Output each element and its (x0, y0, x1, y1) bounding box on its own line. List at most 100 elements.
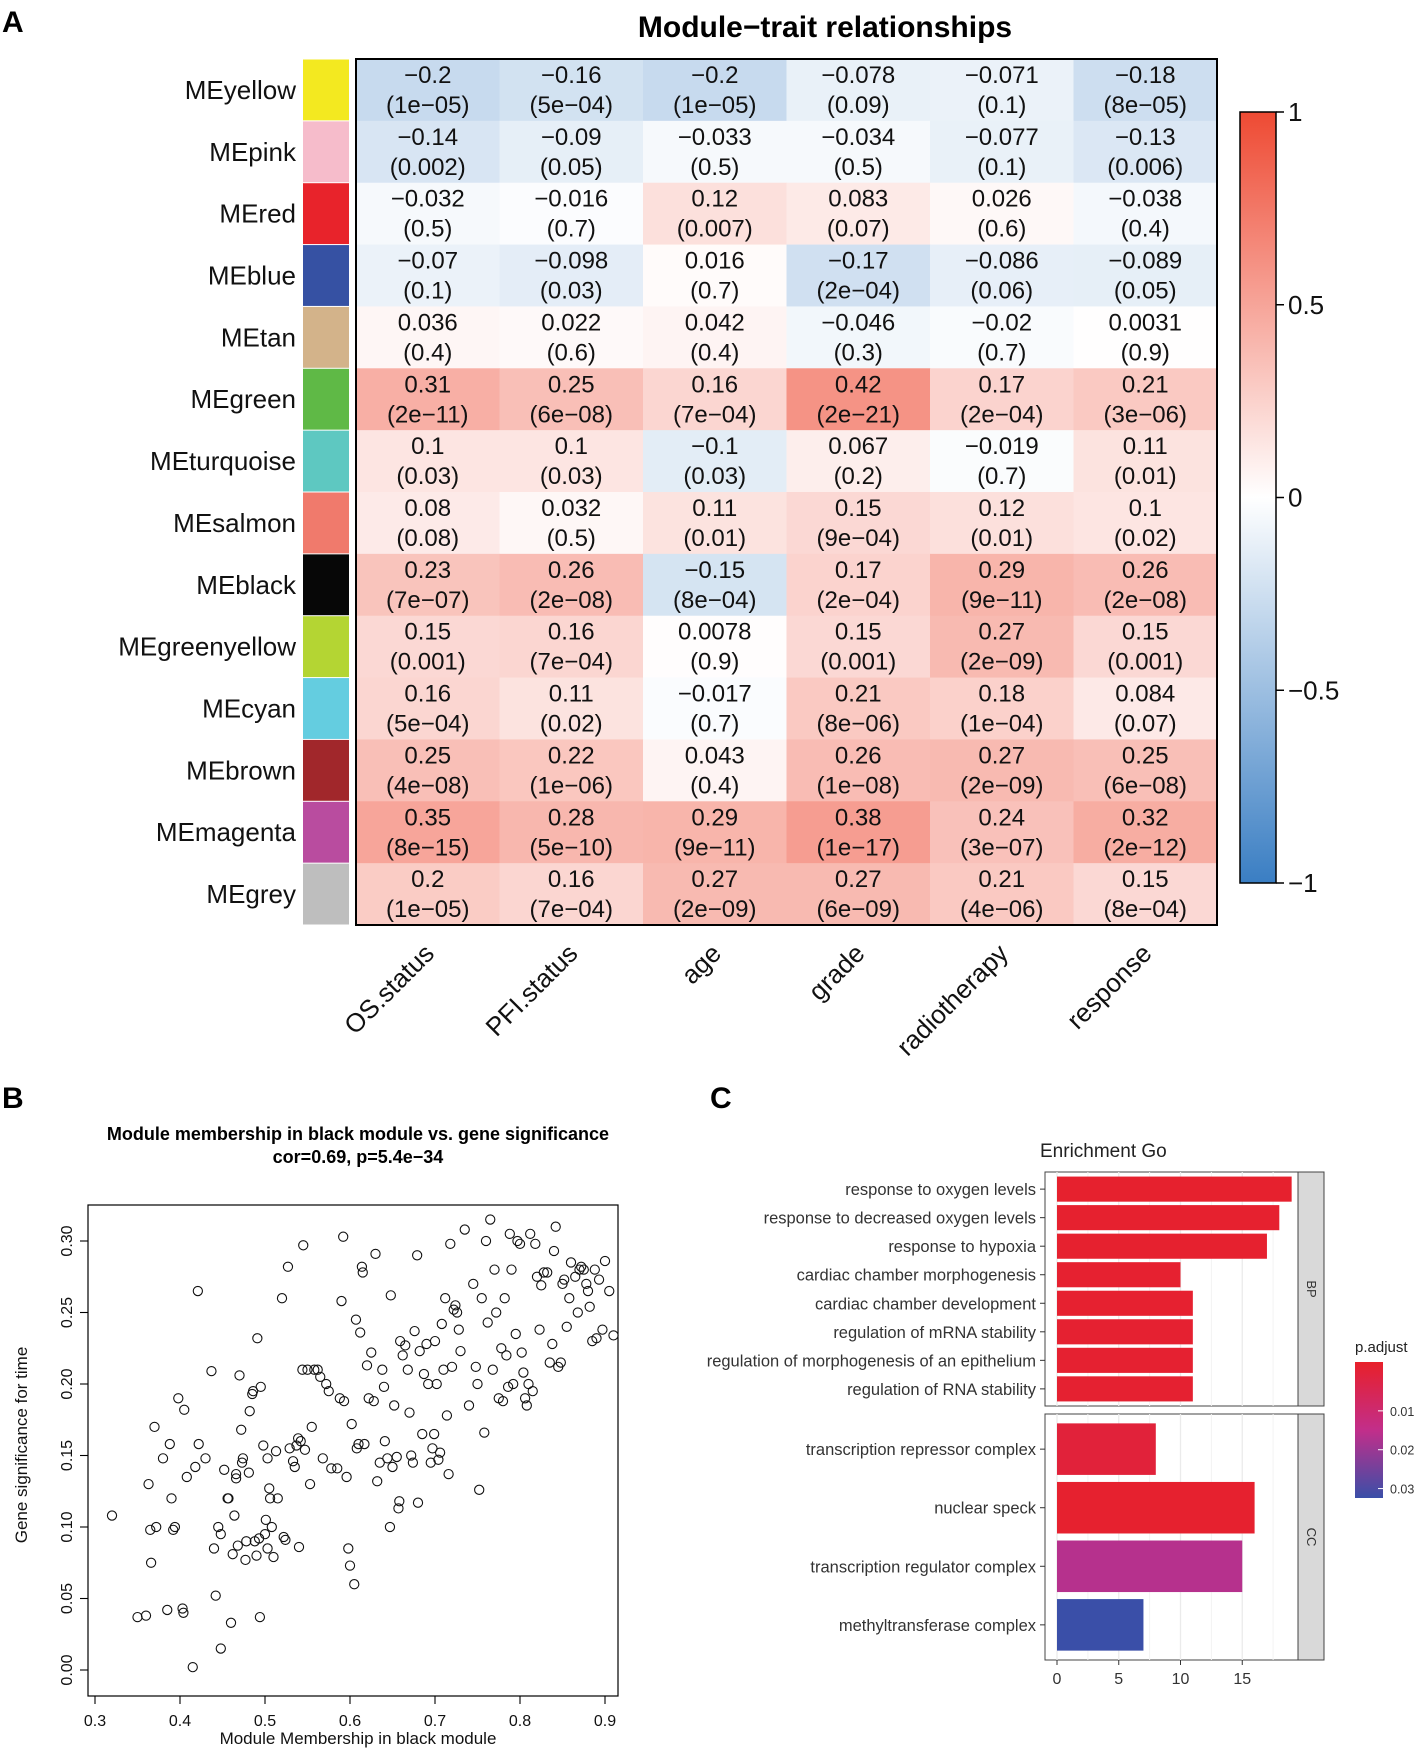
cell-pvalue-label: (0.5) (403, 216, 452, 243)
cell-correlation-label: −0.1 (691, 433, 738, 460)
scatter-point (223, 1493, 234, 1504)
scatter-point (516, 1347, 527, 1358)
scatter-point (304, 1478, 316, 1490)
scatter-point (306, 1421, 317, 1433)
cell-pvalue-label: (0.05) (1114, 278, 1177, 305)
cell-correlation-label: 0.32 (1122, 804, 1169, 831)
cell-correlation-label: −0.17 (828, 248, 889, 275)
cell-pvalue-label: (7e−07) (386, 587, 469, 614)
heatmap-cell (499, 306, 644, 369)
scatter-point (542, 1267, 553, 1278)
cell-pvalue-label: (2e−12) (1104, 834, 1187, 861)
scatter-point (302, 1364, 313, 1375)
scatter-point (561, 1321, 572, 1332)
heatmap-cell (356, 801, 500, 864)
scatter-point (227, 1549, 238, 1560)
cell-pvalue-label: (0.7) (690, 278, 739, 305)
scatter-point (394, 1496, 405, 1507)
heatmap-cell (930, 863, 1074, 926)
scatter-point (548, 1245, 560, 1257)
scatter-point (366, 1347, 377, 1358)
cell-pvalue-label: (0.05) (540, 154, 603, 181)
cell-correlation-label: 0.16 (404, 681, 451, 708)
heatmap-cell (499, 59, 644, 122)
scatter-point (581, 1278, 592, 1290)
scatter-point (411, 1250, 423, 1261)
scatter-point (276, 1293, 288, 1304)
cell-pvalue-label: (2e−09) (960, 772, 1043, 799)
heatmap-cell (1073, 430, 1218, 493)
cell-correlation-label: 0.12 (978, 495, 1025, 522)
cell-correlation-label: 0.12 (691, 186, 738, 213)
cell-correlation-label: 0.27 (835, 866, 882, 893)
scatter-point (282, 1261, 294, 1272)
scatter-point (480, 1235, 492, 1247)
heatmap-cell (356, 492, 500, 555)
cell-correlation-label: 0.1 (555, 433, 588, 460)
legend-tick-label: 0.01 (1390, 1405, 1414, 1419)
scatter-point (434, 1447, 446, 1458)
cell-correlation-label: −0.038 (1108, 186, 1182, 213)
scatter-point (236, 1457, 248, 1468)
heatmap-cell (356, 368, 500, 431)
module-color-swatch (303, 616, 349, 678)
x-tick-label: 0.6 (339, 1713, 361, 1730)
scatter-point (468, 1278, 479, 1290)
cell-pvalue-label: (2e−09) (673, 896, 756, 923)
cell-correlation-label: −0.16 (541, 62, 602, 89)
cell-pvalue-label: (0.1) (977, 154, 1026, 181)
scatter-point (255, 1381, 266, 1393)
heatmap-cell (356, 615, 500, 679)
scatter-point (293, 1541, 305, 1553)
heatmap-cell (356, 553, 500, 617)
trait-column-label: response (1061, 938, 1158, 1035)
cell-pvalue-label: (1e−04) (960, 711, 1043, 738)
scatter-point (531, 1271, 543, 1282)
heatmap-cell (499, 677, 644, 740)
scatter-point (289, 1461, 300, 1473)
cell-pvalue-label: (0.03) (540, 463, 603, 490)
heatmap-cell (499, 615, 644, 679)
cell-correlation-label: −0.032 (391, 186, 465, 213)
cell-correlation-label: 0.1 (1129, 495, 1162, 522)
scatter-point (169, 1521, 181, 1533)
cell-pvalue-label: (8e−06) (817, 711, 900, 738)
scatter-point (260, 1514, 271, 1525)
scatter-point (359, 1438, 370, 1450)
scatter-point (219, 1464, 230, 1475)
heatmap-cell (786, 59, 931, 122)
scatter-points (106, 1214, 619, 1673)
heatmap-cell (643, 368, 787, 431)
cell-correlation-label: 0.042 (685, 309, 745, 336)
scatter-point (287, 1456, 299, 1467)
cell-pvalue-label: (0.007) (677, 216, 753, 243)
scatter-point (215, 1529, 226, 1540)
heatmap-cell (643, 306, 787, 369)
scatter-point (491, 1307, 502, 1318)
heatmap-cell (356, 306, 500, 369)
scatter-point (441, 1410, 453, 1421)
scatter-point (436, 1318, 447, 1330)
heatmap-cell (930, 430, 1074, 493)
cell-pvalue-label: (8e−04) (1104, 896, 1187, 923)
heatmap-cell (643, 430, 787, 493)
row-labels: MEyellow MEpink MEred MEblue MEtan MEgreen MEt… (118, 75, 297, 909)
panel-label-c: C (710, 1082, 732, 1115)
scatter-point (178, 1607, 189, 1618)
cell-pvalue-label: (0.09) (827, 92, 890, 119)
heatmap-cell (356, 182, 500, 246)
cell-correlation-label: −0.13 (1115, 124, 1176, 151)
cell-correlation-label: 0.25 (548, 371, 595, 398)
scatter-point (266, 1521, 277, 1533)
panel-label-a: A (2, 6, 24, 39)
scatter-point (351, 1443, 362, 1454)
cell-pvalue-label: (0.6) (977, 216, 1026, 243)
cell-pvalue-label: (0.1) (977, 92, 1026, 119)
scatter-point (445, 1238, 456, 1250)
module-color-swatch (303, 121, 349, 183)
heatmap-cell (356, 120, 500, 184)
scatter-point (140, 1610, 152, 1621)
scatter-point (341, 1471, 352, 1483)
enrichment-bar (1057, 1599, 1144, 1651)
scatter-point (504, 1228, 515, 1239)
